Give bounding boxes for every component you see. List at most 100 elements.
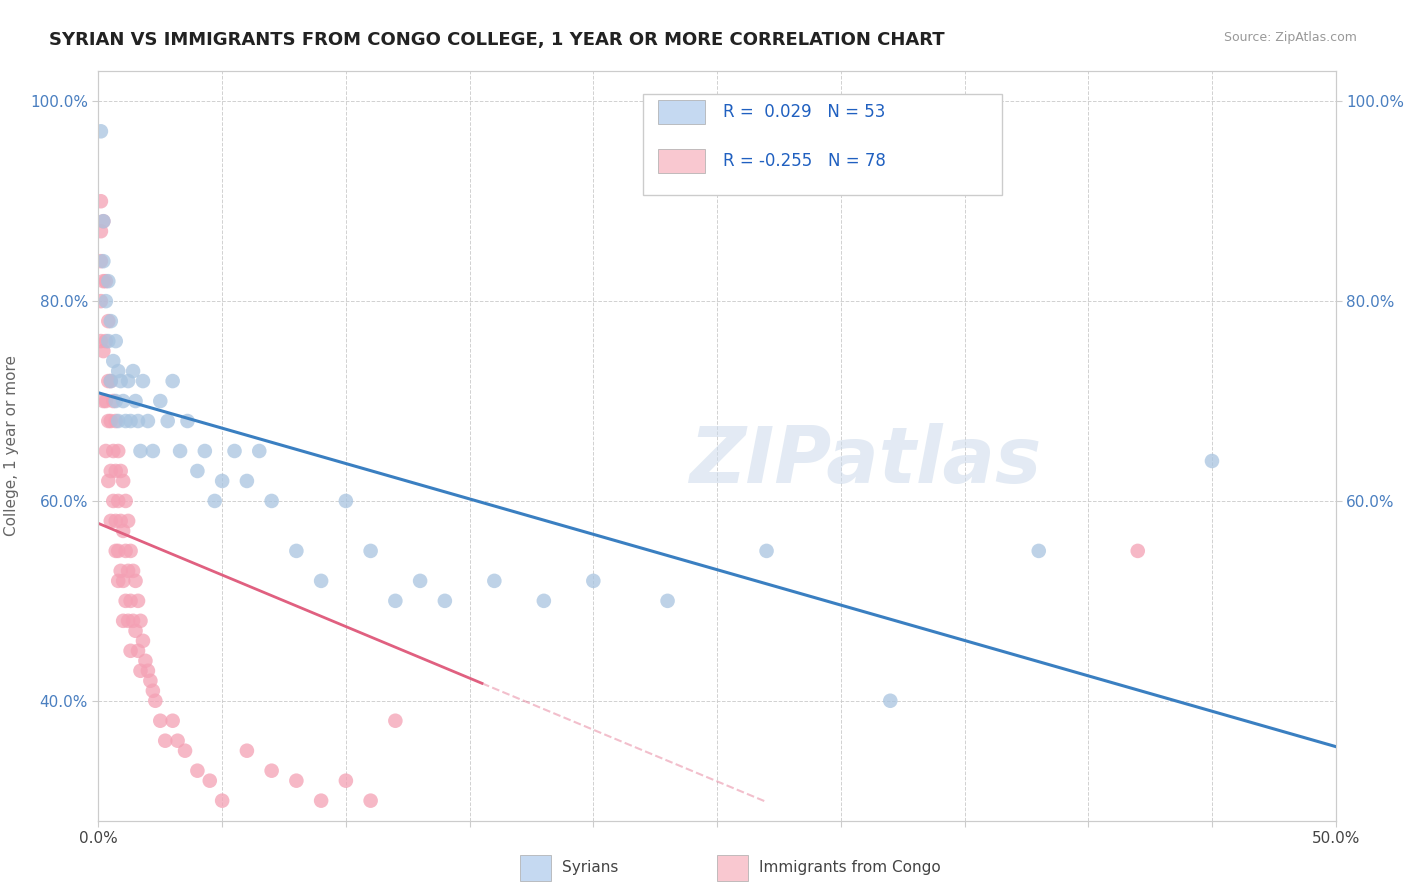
Point [132,374,155,388]
Point [114,494,136,508]
Text: ZIPatlas: ZIPatlas [689,423,1042,499]
Point [260,494,283,508]
Point [94,274,117,288]
Point [127,414,149,428]
Point [97,474,120,488]
Point [112,574,135,588]
Point [90,334,112,348]
Point [120,544,142,558]
Point [124,394,146,409]
Point [186,764,208,778]
Point [335,494,357,508]
Point [93,214,115,228]
Point [142,444,165,458]
Point [285,544,308,558]
Text: SYRIAN VS IMMIGRANTS FROM CONGO COLLEGE, 1 YEAR OR MORE CORRELATION CHART: SYRIAN VS IMMIGRANTS FROM CONGO COLLEGE,… [49,31,945,49]
Point [93,394,115,409]
Point [247,444,270,458]
Point [97,334,120,348]
Point [484,574,506,588]
Point [90,194,112,209]
Point [360,794,382,808]
Point [103,494,125,508]
Point [112,474,135,488]
Point [90,254,112,268]
Point [112,394,135,409]
Point [114,594,136,608]
Point [90,124,112,138]
Point [114,414,136,428]
Point [104,334,127,348]
Point [176,414,198,428]
Point [211,794,233,808]
Point [100,374,122,388]
Point [100,414,122,428]
Point [127,594,149,608]
Point [107,494,129,508]
Point [335,773,357,788]
Point [384,594,406,608]
Point [120,414,142,428]
Point [122,364,145,378]
Point [129,444,152,458]
Point [132,633,155,648]
Point [657,594,679,608]
Point [107,414,129,428]
Point [100,464,122,478]
Point [384,714,406,728]
Point [112,614,135,628]
Point [309,794,332,808]
Point [127,644,149,658]
Point [94,334,117,348]
Point [117,564,139,578]
Point [107,574,129,588]
Point [97,374,120,388]
Point [122,614,145,628]
FancyBboxPatch shape [658,100,704,124]
Point [104,394,127,409]
Point [103,394,125,409]
Point [156,414,179,428]
Point [94,294,117,309]
Point [124,574,146,588]
Point [1126,544,1149,558]
Point [129,614,152,628]
Point [309,574,332,588]
Point [110,464,132,478]
Point [236,474,259,488]
Point [117,614,139,628]
Point [136,414,159,428]
Point [103,354,125,368]
Point [166,733,188,747]
Point [162,714,184,728]
Point [120,594,142,608]
Point [97,274,120,288]
Point [1028,544,1050,558]
Point [236,744,259,758]
Point [409,574,432,588]
Point [120,644,142,658]
Point [117,514,139,528]
Y-axis label: College, 1 year or more: College, 1 year or more [4,356,18,536]
Point [162,374,184,388]
Point [149,394,172,409]
Point [204,494,226,508]
Point [110,564,132,578]
Text: Source: ZipAtlas.com: Source: ZipAtlas.com [1223,31,1357,45]
Point [104,464,127,478]
Point [107,444,129,458]
Point [97,414,120,428]
Point [90,224,112,238]
Point [755,544,778,558]
Point [174,744,197,758]
Point [129,664,152,678]
Point [107,364,129,378]
Point [107,544,129,558]
Point [122,564,145,578]
Point [104,544,127,558]
Point [112,524,135,538]
Point [143,694,166,708]
Point [93,274,115,288]
Point [94,394,117,409]
Point [194,444,217,458]
